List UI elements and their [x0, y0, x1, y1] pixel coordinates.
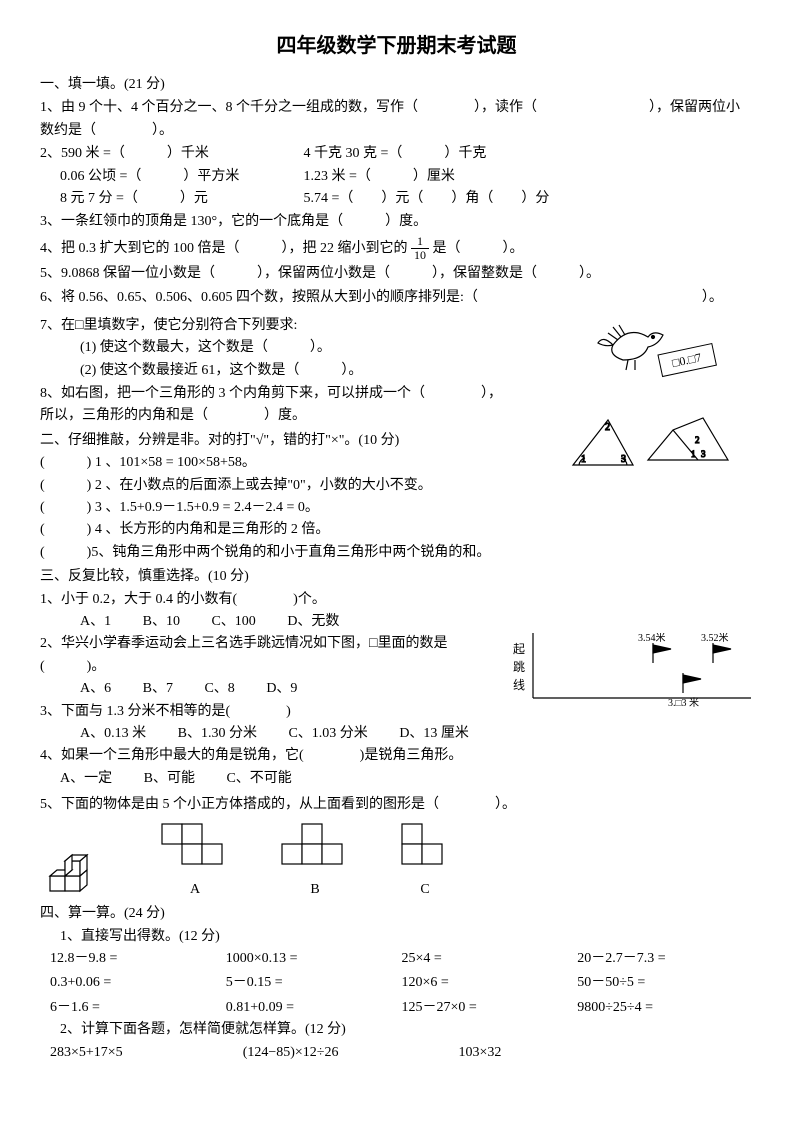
- q1-1: 1、由 9 个十、4 个百分之一、8 个千分之一组成的数，写作（ ），读作（ ）…: [40, 97, 753, 142]
- calc-cell: 20－2.7－7.3 =: [577, 948, 753, 970]
- calc-cell: 120×6 =: [402, 972, 578, 994]
- opt: B、10: [143, 614, 180, 629]
- calc-cell: 12.8－9.8 =: [50, 948, 226, 970]
- sec3-q1-opts: A、1 B、10 C、100 D、无数: [40, 611, 753, 633]
- calc-cell: 9800÷25÷4 =: [577, 997, 753, 1019]
- jump-a: 3.54米: [638, 633, 666, 644]
- opt: D、13 厘米: [399, 726, 469, 741]
- opt: A、1: [80, 614, 111, 629]
- sec3-q2-block: 2、华兴小学春季运动会上三名选手跳远情况如下图，□里面的数是( )。 A、6 B…: [40, 633, 753, 700]
- jump-b: 3.52米: [701, 633, 729, 644]
- opt: C、8: [204, 681, 234, 696]
- q1-2-row2: 0.06 公顷 =（ ）平方米 1.23 米 =（ ）厘米: [40, 166, 753, 188]
- longjump-figure: 起 跳 线 3.54米 3.52米 3.□3 米: [503, 633, 753, 708]
- sec3-q5: 5、下面的物体是由 5 个小正方体搭成的，从上面看到的图形是（ ）。: [40, 794, 753, 816]
- shape-a-icon: [160, 822, 230, 870]
- sec3-q1: 1、小于 0.2，大于 0.4 的小数有( )个。: [40, 589, 753, 611]
- q5-opt-c: C: [400, 822, 450, 901]
- q1-2b: 4 千克 30 克 =（ ）千克: [304, 143, 487, 165]
- jump-c: 3.□3 米: [668, 696, 699, 708]
- opt: D、9: [266, 681, 297, 696]
- label-b: B: [280, 879, 350, 901]
- sec3-q4: 4、如果一个三角形中最大的角是锐角，它( )是锐角三角形。: [40, 745, 753, 767]
- calc3-cell: 283×5+17×5: [50, 1042, 123, 1064]
- svg-text:起: 起: [513, 642, 525, 656]
- calc3-cell: (124−85)×12÷26: [243, 1042, 339, 1064]
- calc-cell: 5－0.15 =: [226, 972, 402, 994]
- svg-text:2: 2: [605, 422, 610, 433]
- opt: C、不可能: [226, 771, 291, 786]
- section-3: 三、反复比较，慎重选择。(10 分) 1、小于 0.2，大于 0.4 的小数有(…: [40, 566, 753, 901]
- opt: D、无数: [287, 614, 339, 629]
- opt: C、100: [211, 614, 255, 629]
- sec3-heading: 三、反复比较，慎重选择。(10 分): [40, 566, 753, 588]
- q1-3: 3、一条红领巾的顶角是 130°，它的一个底角是（ ）度。: [40, 211, 753, 233]
- sec3-q4-opts: A、一定 B、可能 C、不可能: [40, 768, 753, 790]
- opt: B、可能: [144, 771, 195, 786]
- opt: A、0.13 米: [80, 726, 146, 741]
- q1-4a: 4、把 0.3 扩大到它的 100 倍是（ ），把 22 缩小到它的: [40, 241, 408, 256]
- q1-2c: 0.06 公顷 =（ ）平方米: [60, 166, 300, 188]
- svg-text:线: 线: [513, 678, 525, 692]
- svg-text:3: 3: [701, 449, 706, 459]
- opt: B、7: [143, 681, 173, 696]
- label-c: C: [400, 879, 450, 901]
- q1-2d: 1.23 米 =（ ）厘米: [304, 166, 455, 188]
- sec2-item-2: ( ) 3 、1.5+0.9－1.5+0.9 = 2.4－2.4 = 0。: [40, 497, 753, 519]
- q1-5: 5、9.0868 保留一位小数是（ ），保留两位小数是（ ），保留整数是（ ）。: [40, 263, 753, 285]
- q5-opt-a: A: [160, 822, 230, 901]
- shape-c-icon: [400, 822, 450, 870]
- calc3-cell: 103×32: [459, 1042, 502, 1064]
- opt: A、6: [80, 681, 111, 696]
- svg-text:跳: 跳: [513, 660, 525, 674]
- q5-figures: A B C: [40, 822, 753, 901]
- label-a: A: [160, 879, 230, 901]
- section-4: 四、算一算。(24 分) 1、直接写出得数。(12 分) 12.8－9.8 = …: [40, 903, 753, 1064]
- sec4-p2: 2、计算下面各题，怎样简便就怎样算。(12 分): [40, 1019, 753, 1041]
- triangles-figure: 1 3 2 1 3 2: [563, 410, 733, 470]
- calc-cell: 1000×0.13 =: [226, 948, 402, 970]
- q1-2-row3: 8 元 7 分 =（ ）元 5.74 =（ ）元（ ）角（ ）分: [40, 188, 753, 210]
- shape-b-icon: [280, 822, 350, 870]
- sec2-item-1: ( ) 2 、在小数点的后面添上或去掉"0"，小数的大小不变。: [40, 475, 753, 497]
- svg-text:2: 2: [695, 435, 700, 445]
- opt: C、1.03 分米: [288, 726, 367, 741]
- q1-4: 4、把 0.3 扩大到它的 100 倍是（ ），把 22 缩小到它的 110 是…: [40, 235, 753, 262]
- q5-opt-b: B: [280, 822, 350, 901]
- section-1: 一、填一填。(21 分) 1、由 9 个十、4 个百分之一、8 个千分之一组成的…: [40, 74, 753, 428]
- cubes-3d-icon: [40, 846, 110, 901]
- q1-2e: 8 元 7 分 =（ ）元: [60, 188, 300, 210]
- q1-2f: 5.74 =（ ）元（ ）角（ ）分: [304, 188, 550, 210]
- fraction-1-10: 110: [411, 235, 429, 262]
- calc-grid: 12.8－9.8 = 1000×0.13 = 25×4 = 20－2.7－7.3…: [50, 948, 753, 1019]
- q1-2a: 2、590 米 =（ ）千米: [40, 143, 300, 165]
- q7-q8-block: 7、在□里填数字，使它分别符合下列要求: (1) 使这个数最大，这个数是（ ）。…: [40, 315, 753, 428]
- calc3-row: 283×5+17×5 (124−85)×12÷26 103×32: [50, 1042, 753, 1064]
- q1-4b: 是（ ）。: [433, 241, 524, 256]
- sec3-q2: 2、华兴小学春季运动会上三名选手跳远情况如下图，□里面的数是( )。: [40, 633, 460, 678]
- calc-cell: 125－27×0 =: [402, 997, 578, 1019]
- calc-cell: 6－1.6 =: [50, 997, 226, 1019]
- opt: A、一定: [60, 771, 112, 786]
- page-title: 四年级数学下册期末考试题: [40, 30, 753, 62]
- sec4-heading: 四、算一算。(24 分): [40, 903, 753, 925]
- q1-2: 2、590 米 =（ ）千米 4 千克 30 克 =（ ）千克: [40, 143, 753, 165]
- sec3-q3-opts: A、0.13 米 B、1.30 分米 C、1.03 分米 D、13 厘米: [40, 723, 753, 745]
- opt: B、1.30 分米: [178, 726, 257, 741]
- bird-figure: □0.□7: [593, 315, 723, 395]
- sec1-heading: 一、填一填。(21 分): [40, 74, 753, 96]
- calc-cell: 0.81+0.09 =: [226, 997, 402, 1019]
- calc-cell: 50－50÷5 =: [577, 972, 753, 994]
- calc-cell: 0.3+0.06 =: [50, 972, 226, 994]
- sec4-p1: 1、直接写出得数。(12 分): [40, 926, 753, 948]
- q1-6: 6、将 0.56、0.65、0.506、0.605 四个数，按照从大到小的顺序排…: [40, 287, 753, 309]
- sec2-item-4: ( )5、钝角三角形中两个锐角的和小于直角三角形中两个锐角的和。: [40, 542, 753, 564]
- sec2-item-3: ( ) 4 、长方形的内角和是三角形的 2 倍。: [40, 519, 753, 541]
- svg-text:1: 1: [691, 449, 696, 459]
- calc-cell: 25×4 =: [402, 948, 578, 970]
